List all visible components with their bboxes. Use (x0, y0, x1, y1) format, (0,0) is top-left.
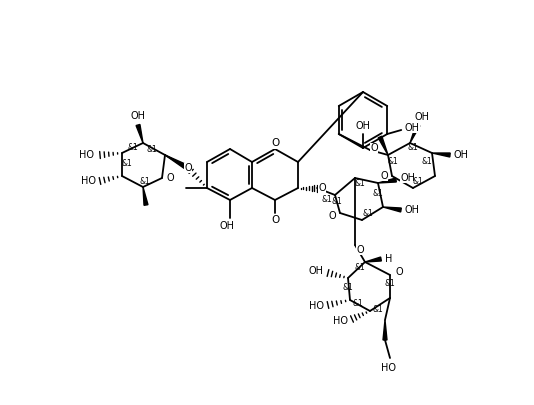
Text: &1: &1 (407, 143, 418, 153)
Text: HO: HO (81, 176, 96, 186)
Polygon shape (165, 155, 189, 170)
Text: &1: &1 (321, 196, 332, 205)
Polygon shape (136, 124, 143, 143)
Text: HO: HO (309, 301, 324, 311)
Text: OH: OH (400, 173, 415, 183)
Text: O: O (356, 245, 364, 255)
Text: &1: &1 (388, 158, 398, 166)
Polygon shape (143, 187, 148, 205)
Text: &1: &1 (128, 143, 138, 153)
Text: OH: OH (130, 111, 145, 121)
Text: OH: OH (453, 150, 468, 160)
Text: &1: &1 (122, 160, 132, 168)
Text: &1: &1 (139, 177, 151, 185)
Polygon shape (383, 320, 387, 340)
Text: OH: OH (414, 112, 429, 122)
Text: O: O (395, 267, 403, 277)
Text: O: O (166, 173, 174, 183)
Text: O: O (318, 183, 326, 193)
Text: &1: &1 (373, 190, 383, 198)
Text: OH: OH (404, 205, 420, 215)
Polygon shape (383, 207, 402, 212)
Text: OH: OH (219, 221, 234, 231)
Text: &1: &1 (343, 283, 354, 292)
Polygon shape (378, 178, 396, 183)
Text: O: O (380, 171, 388, 181)
Text: O: O (271, 215, 279, 225)
Text: O: O (271, 138, 279, 148)
Text: HO: HO (80, 150, 95, 160)
Text: &1: &1 (332, 198, 342, 207)
Text: &1: &1 (352, 300, 363, 309)
Text: &1: &1 (363, 209, 373, 217)
Text: OH: OH (356, 121, 371, 131)
Text: HO: HO (381, 363, 396, 373)
Text: &1: &1 (373, 305, 383, 315)
Text: O: O (370, 143, 378, 153)
Polygon shape (365, 257, 381, 262)
Text: &1: &1 (413, 177, 423, 186)
Polygon shape (378, 136, 388, 155)
Polygon shape (410, 124, 420, 143)
Text: H: H (386, 254, 392, 264)
Text: &1: &1 (147, 145, 158, 154)
Text: &1: &1 (422, 156, 433, 166)
Text: O: O (328, 211, 336, 221)
Text: HO: HO (333, 316, 348, 326)
Text: O: O (184, 163, 192, 173)
Text: OH: OH (405, 123, 420, 133)
Text: &1: &1 (355, 264, 365, 273)
Polygon shape (432, 153, 450, 157)
Text: OH: OH (309, 266, 324, 276)
Text: &1: &1 (384, 279, 395, 288)
Text: &1: &1 (355, 179, 365, 188)
